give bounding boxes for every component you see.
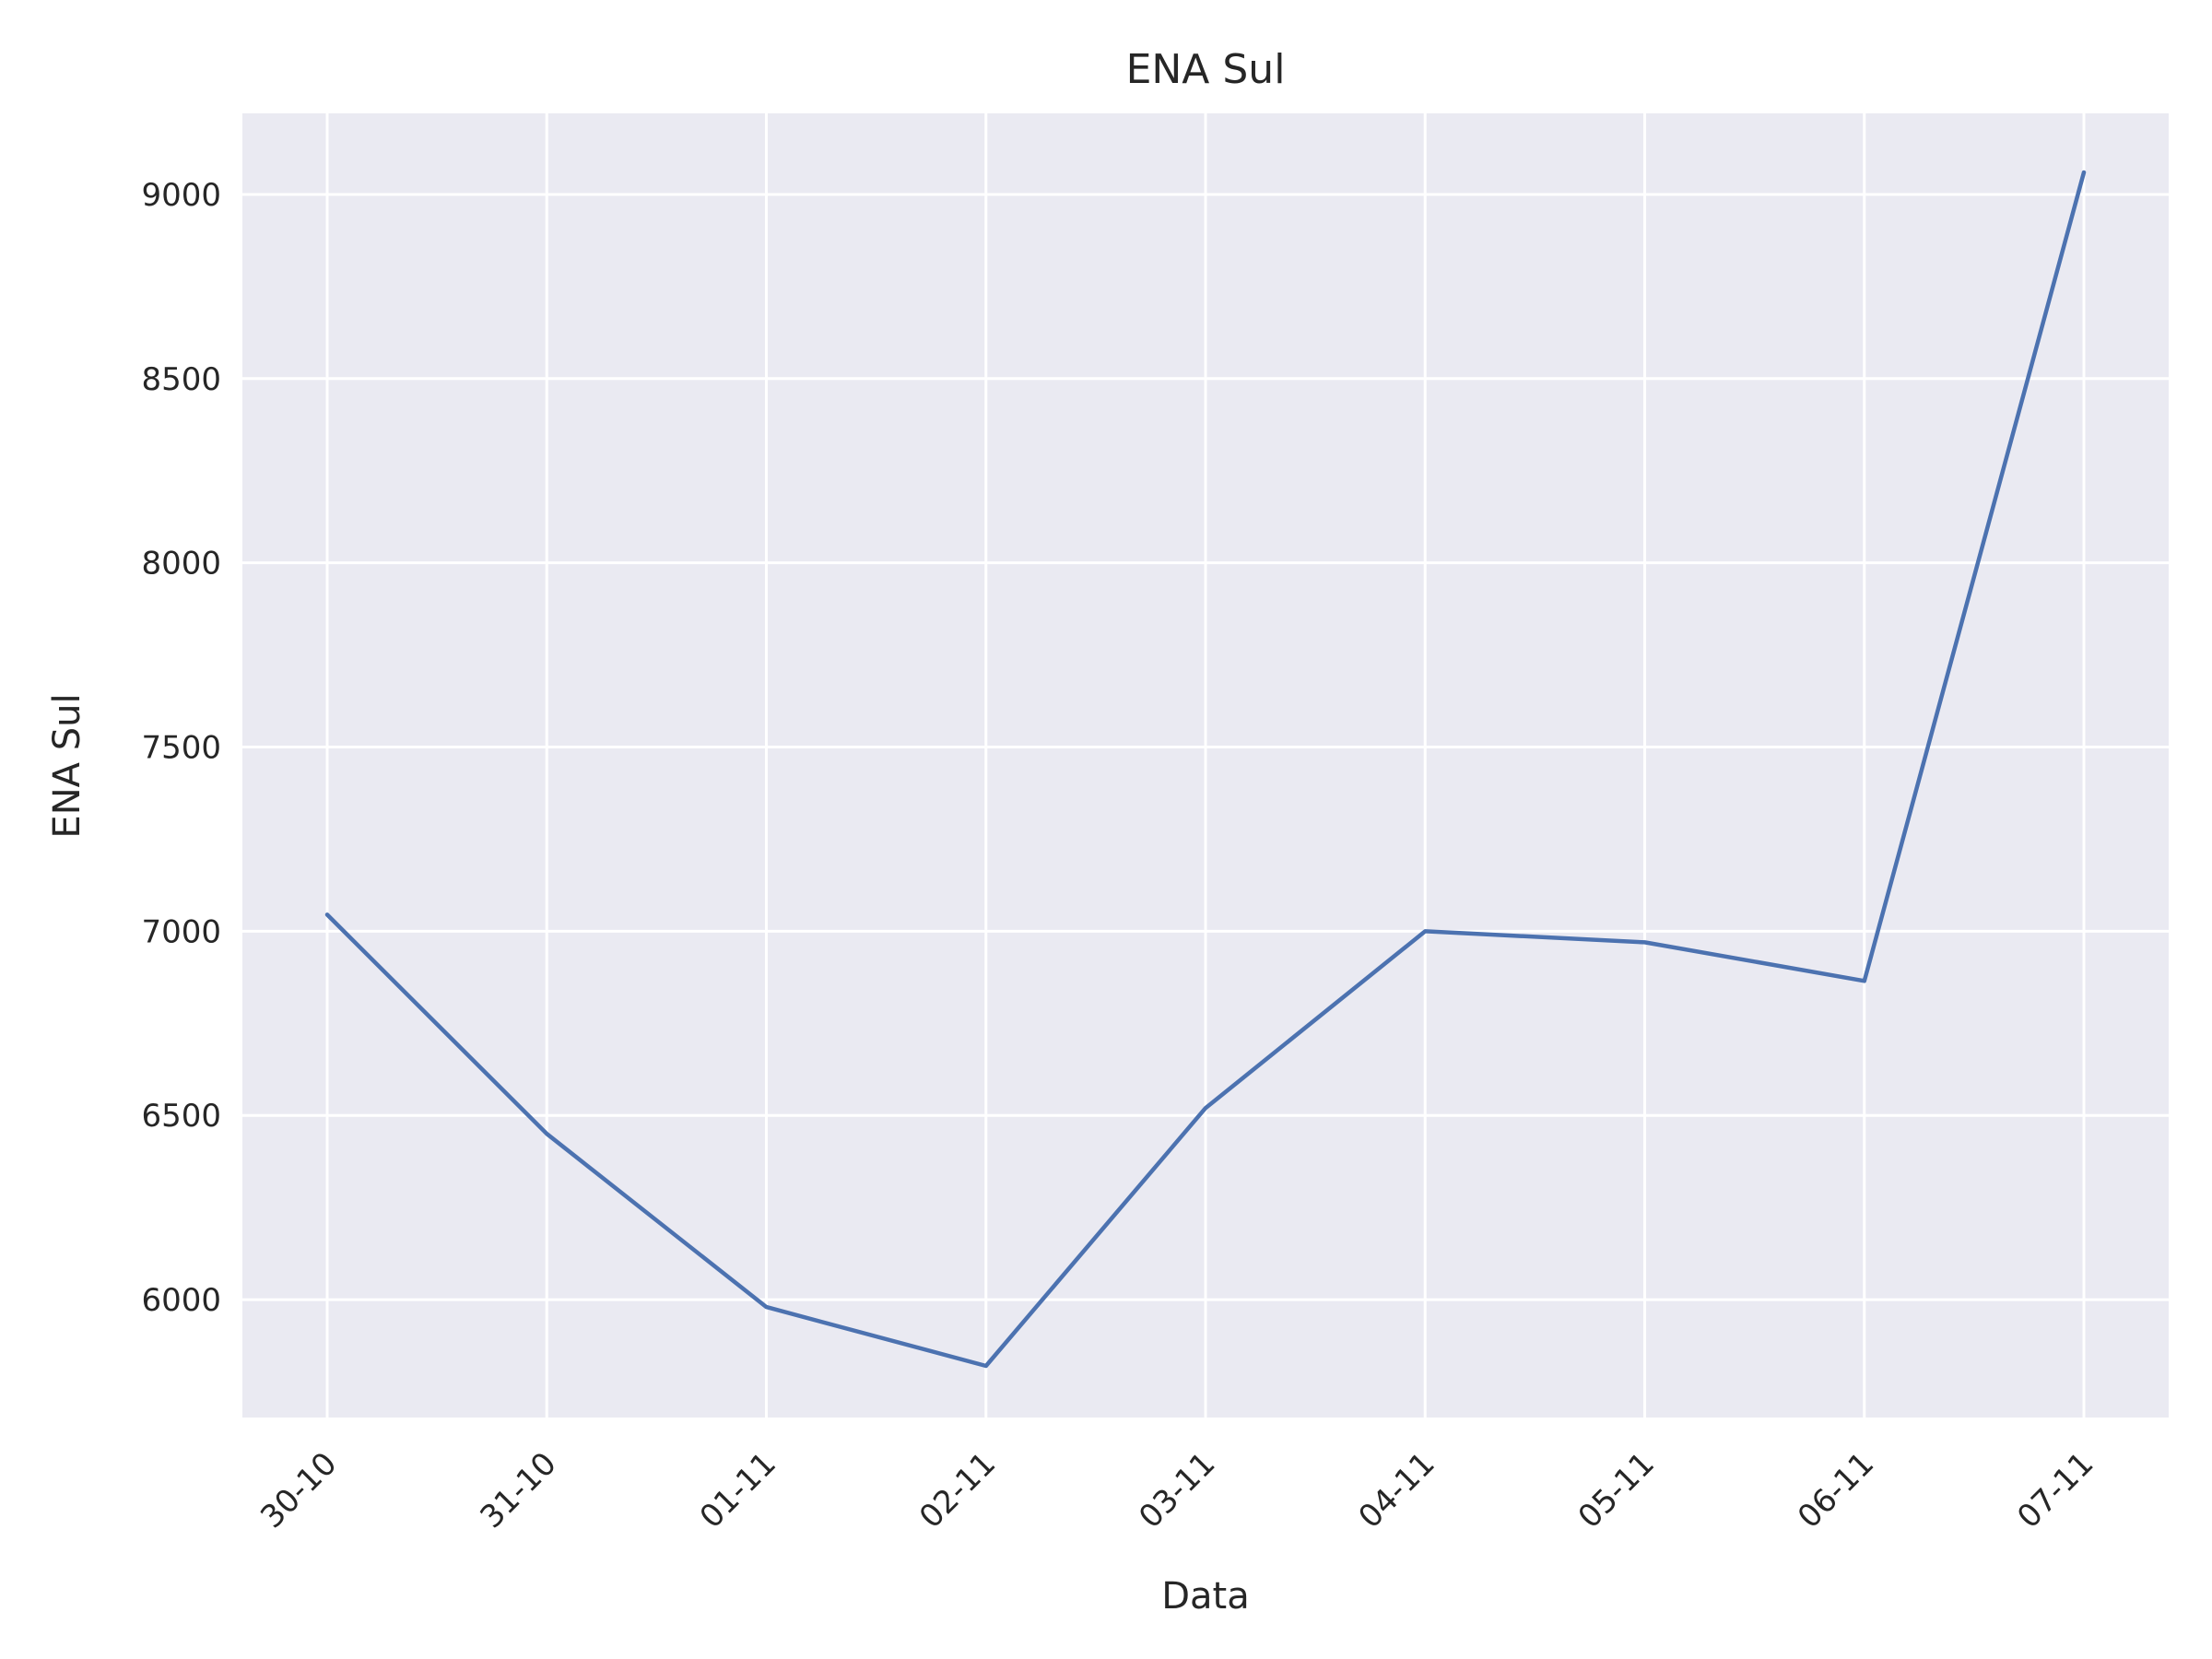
y-tick-label: 7000 bbox=[141, 913, 221, 950]
x-tick-label: 04-11 bbox=[1351, 1445, 1441, 1535]
series bbox=[324, 170, 2087, 1369]
x-tick-label: 05-11 bbox=[1571, 1445, 1662, 1535]
y-tick-label: 8000 bbox=[141, 546, 221, 582]
y-tick-label: 9000 bbox=[141, 177, 221, 214]
x-tick-label: 01-11 bbox=[693, 1445, 783, 1535]
y-axis-label: ENA Sul bbox=[46, 693, 88, 838]
x-tick-label: 02-11 bbox=[912, 1445, 1003, 1535]
y-tick-label: 8500 bbox=[141, 361, 221, 398]
y-tick-label: 6000 bbox=[141, 1282, 221, 1319]
x-tick-label: 31-10 bbox=[473, 1445, 563, 1535]
x-tick-label: 06-11 bbox=[1791, 1445, 1881, 1535]
x-tick-label: 03-11 bbox=[1132, 1445, 1222, 1535]
grid bbox=[242, 113, 2169, 1418]
chart-title: ENA Sul bbox=[1126, 46, 1286, 93]
series-line bbox=[324, 170, 2087, 1369]
x-axis-ticks: 30-10 31-10 01-11 02-11 03-11 04-11 05-11 06-11… bbox=[253, 1445, 2100, 1535]
y-tick-label: 7500 bbox=[141, 730, 221, 767]
x-tick-label: 30-10 bbox=[253, 1445, 344, 1535]
x-tick-label: 07-11 bbox=[2010, 1445, 2100, 1535]
y-tick-label: 6500 bbox=[141, 1098, 221, 1135]
x-axis-label: Data bbox=[1161, 1575, 1250, 1618]
y-axis-ticks: 6000 6500 7000 7500 8000 8500 9000 bbox=[141, 177, 221, 1319]
